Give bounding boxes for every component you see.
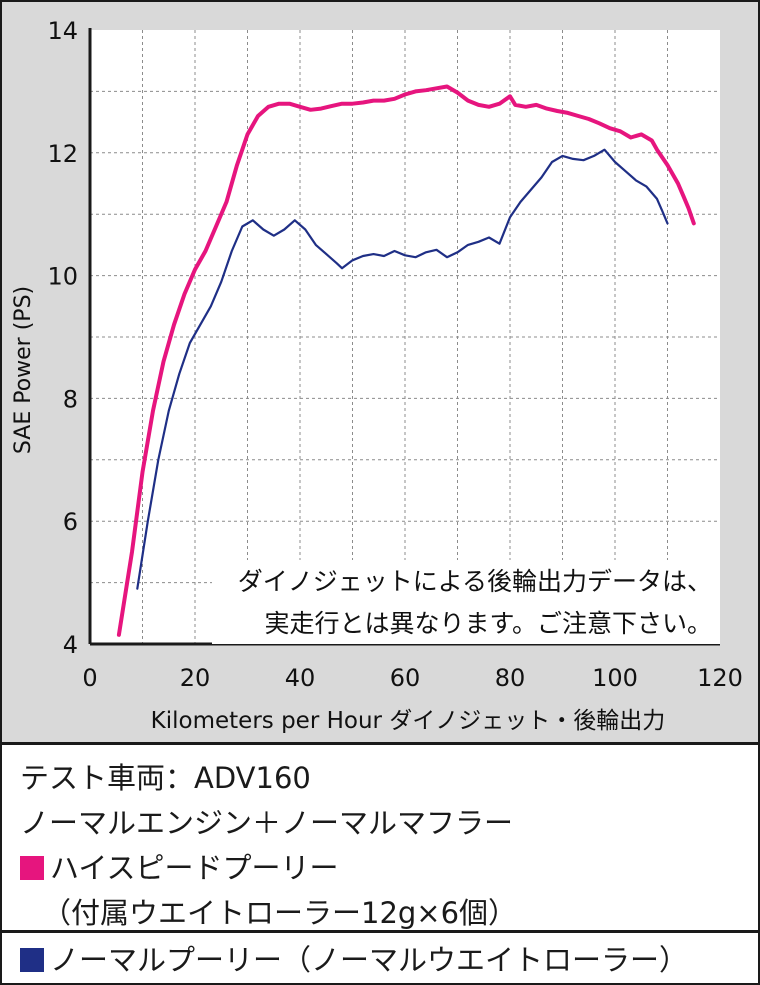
- y-tick-label: 6: [63, 508, 78, 536]
- legend-entry-high-speed: ハイスピードプーリー: [20, 845, 339, 887]
- y-tick-label: 12: [47, 140, 78, 168]
- y-tick-label: 8: [63, 385, 78, 413]
- x-tick-label: 120: [697, 664, 743, 692]
- y-axis-label: SAE Power (PS): [11, 286, 36, 454]
- annotation-background: [212, 560, 720, 644]
- legend-label-high-speed: ハイスピードプーリー: [50, 851, 339, 885]
- y-tick-label: 10: [47, 263, 78, 291]
- legend-top-border: [0, 742, 760, 745]
- x-tick-label: 60: [390, 664, 421, 692]
- y-tick-label: 4: [63, 631, 78, 659]
- legend-swatch-pink: [20, 856, 44, 880]
- annotation-line-2: 実走行とは異なります。ご注意下さい。: [264, 609, 712, 638]
- legend-entry-normal: ノーマルプーリー（ノーマルウエイトローラー）: [20, 937, 688, 979]
- series-line-high-speed-pulley: [116, 84, 696, 637]
- legend-separator: [0, 930, 760, 933]
- config-label: ノーマルエンジン＋ノーマルマフラー: [20, 806, 514, 840]
- legend-label-normal: ノーマルプーリー（ノーマルウエイトローラー）: [50, 943, 689, 977]
- legend-note-weight-roller: （付属ウエイトローラー12g×6個）: [42, 896, 518, 930]
- x-tick-label: 100: [592, 664, 638, 692]
- x-tick-label: 80: [495, 664, 526, 692]
- legend-swatch-navy: [20, 948, 44, 972]
- x-tick-label: 0: [82, 664, 97, 692]
- x-tick-label: 20: [180, 664, 211, 692]
- annotation-line-1: ダイノジェットによる後輪出力データは、: [238, 567, 712, 596]
- x-tick-label: 40: [285, 664, 316, 692]
- x-axis-label: Kilometers per Hour ダイノジェット・後輪出力: [151, 708, 666, 734]
- y-tick-label: 14: [47, 17, 78, 45]
- vehicle-label: テスト車両：ADV160: [20, 761, 311, 795]
- series-line-normal-pulley: [136, 148, 669, 590]
